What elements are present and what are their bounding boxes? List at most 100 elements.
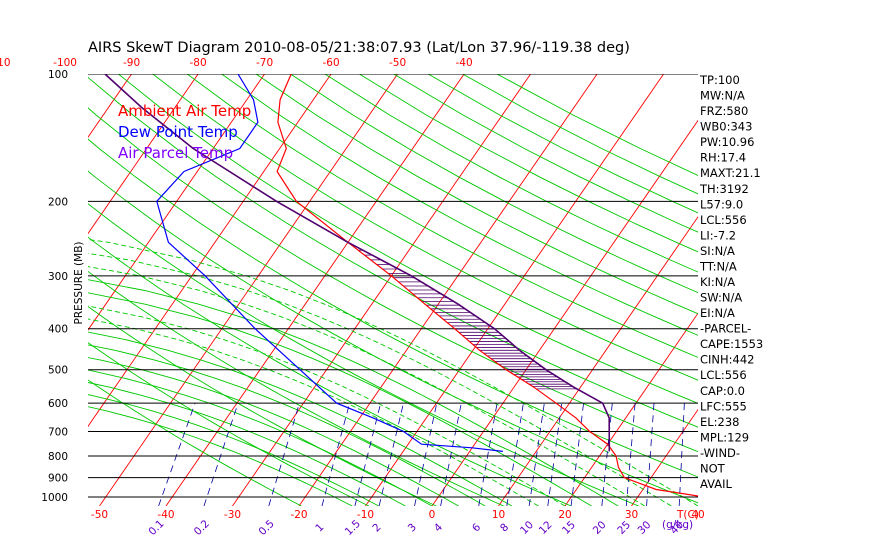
top-temp-tick-label: -80 [190,57,207,69]
isotherm-line [88,74,199,235]
dry-adiabat-line [118,74,698,404]
top-temp-tick-label: -60 [323,57,340,69]
mixing-ratio-tick-label: 3 [406,521,419,534]
mixing-ratio-tick-label: 2 [370,521,383,534]
dry-adiabat-line [427,74,698,214]
chart-legend: Ambient Air Temp Dew Point Temp Air Parcel… [118,102,251,162]
dry-adiabat-line [88,270,504,506]
mixing-ratio-line [547,403,563,506]
bottom-temp-tick-label: 10 [492,509,505,521]
mixing-ratio-line [158,403,196,506]
index-entry: TH:3192 [699,182,749,196]
index-entry: LCL:556 [700,368,747,382]
index-entry: MW:N/A [700,89,745,103]
index-entry: MAXT:21.1 [700,166,761,180]
bottom-temp-tick-label: 40 [691,509,704,521]
isotherm-line [298,74,598,506]
dry-adiabat-line [221,74,698,336]
mixing-ratio-tick-label: 15 [560,519,578,537]
pressure-tick-label: 400 [48,324,68,336]
moist-adiabat-line [88,318,539,506]
moist-adiabat-line [88,292,592,506]
moist-adiabat-line [88,239,698,506]
mixing-ratio-tick-label: 0.5 [257,518,277,538]
isotherm-line [831,74,870,506]
mixing-ratio-line [506,403,524,506]
bottom-temp-tick-label: -50 [91,509,108,521]
isotherm-line [0,74,65,506]
index-entry: FRZ:580 [700,104,748,118]
pressure-tick-label: 600 [48,398,68,410]
index-entry: AVAIL [700,477,733,491]
pressure-tick-label: 100 [48,69,68,81]
index-entry: CAP:0.0 [700,384,745,398]
pressure-tick-label: 200 [48,196,68,208]
dry-adiabat-line [88,379,302,506]
isotherm-line [232,74,531,506]
mixing-ratio-line [354,403,382,506]
index-entry: LCL:556 [700,213,747,227]
index-entry: NOT [700,461,726,475]
isotherm-line [564,312,698,506]
index-entry: PW:10.96 [700,135,754,149]
moist-adiabat-line [88,305,566,506]
dry-adiabat-line [88,342,369,506]
parcel-line [104,74,611,452]
mixing-ratio-line [378,403,404,506]
dry-adiabat-line [152,74,698,381]
dry-adiabat-line [359,74,698,253]
pressure-tick-label: 300 [48,271,68,283]
cape-hatching [351,244,577,390]
top-temp-tick-label: -100 [53,57,77,69]
dry-adiabat-line [462,74,698,195]
mixing-ratio-line [625,403,636,506]
isotherm-line [88,74,132,138]
mixing-ratio-tick-label: 30 [636,519,654,537]
dry-adiabat-line [88,170,698,504]
index-entry: CINH:442 [700,353,755,367]
bottom-temp-tick-label: -40 [157,509,174,521]
dry-adiabat-line [186,74,698,358]
isotherm-line [631,408,698,506]
index-entry: L57:9.0 [700,197,743,211]
top-temp-tick-label: -50 [389,57,406,69]
profiles [104,74,698,497]
dry-adiabat-line [88,76,698,428]
mixing-ratio-line [321,403,351,506]
isotherm-line [431,119,698,506]
index-entry: EL:238 [700,415,740,429]
pressure-tick-label: 1000 [41,492,68,504]
mixing-ratio-line [203,403,239,506]
index-entry: MPL:129 [700,430,749,444]
moist-adiabat-line [88,266,646,506]
index-entry: SI:N/A [700,244,735,258]
isotherm-line [88,74,332,428]
index-entry: EI:N/A [700,306,735,320]
pressure-tick-label: 800 [48,451,68,463]
pressure-tick-label: 500 [48,365,68,377]
bottom-temp-tick-label: -30 [224,509,241,521]
dewpoint-line [156,74,503,452]
isotherm-line [99,74,398,506]
top-temp-tick-label: -90 [123,57,140,69]
plot-area [0,74,870,506]
index-entry: -PARCEL- [700,322,751,336]
top-temp-tick-label: -40 [456,57,473,69]
axis-ticks: 1002003004005006007008009001000PRESSURE … [0,57,705,538]
mixing-ratio-unit-label: (g/kg) [662,519,693,531]
index-entry: -WIND- [700,446,740,460]
mixing-ratio-tick-label: 4 [432,521,445,534]
index-entry: RH:17.4 [700,151,746,165]
bottom-temp-tick-label: 20 [558,509,571,521]
index-entry: WB0:343 [700,120,752,134]
isotherm-line [165,74,465,506]
legend-entry: Air Parcel Temp [118,144,233,162]
bottom-temp-tick-label: 0 [429,509,436,521]
index-entry: CAPE:1553 [700,337,763,351]
index-entry: KI:N/A [700,275,735,289]
temp-unit-label: T(C) [676,509,699,521]
mixing-ratio-line [528,403,545,506]
moist-adiabat-line [88,252,672,506]
